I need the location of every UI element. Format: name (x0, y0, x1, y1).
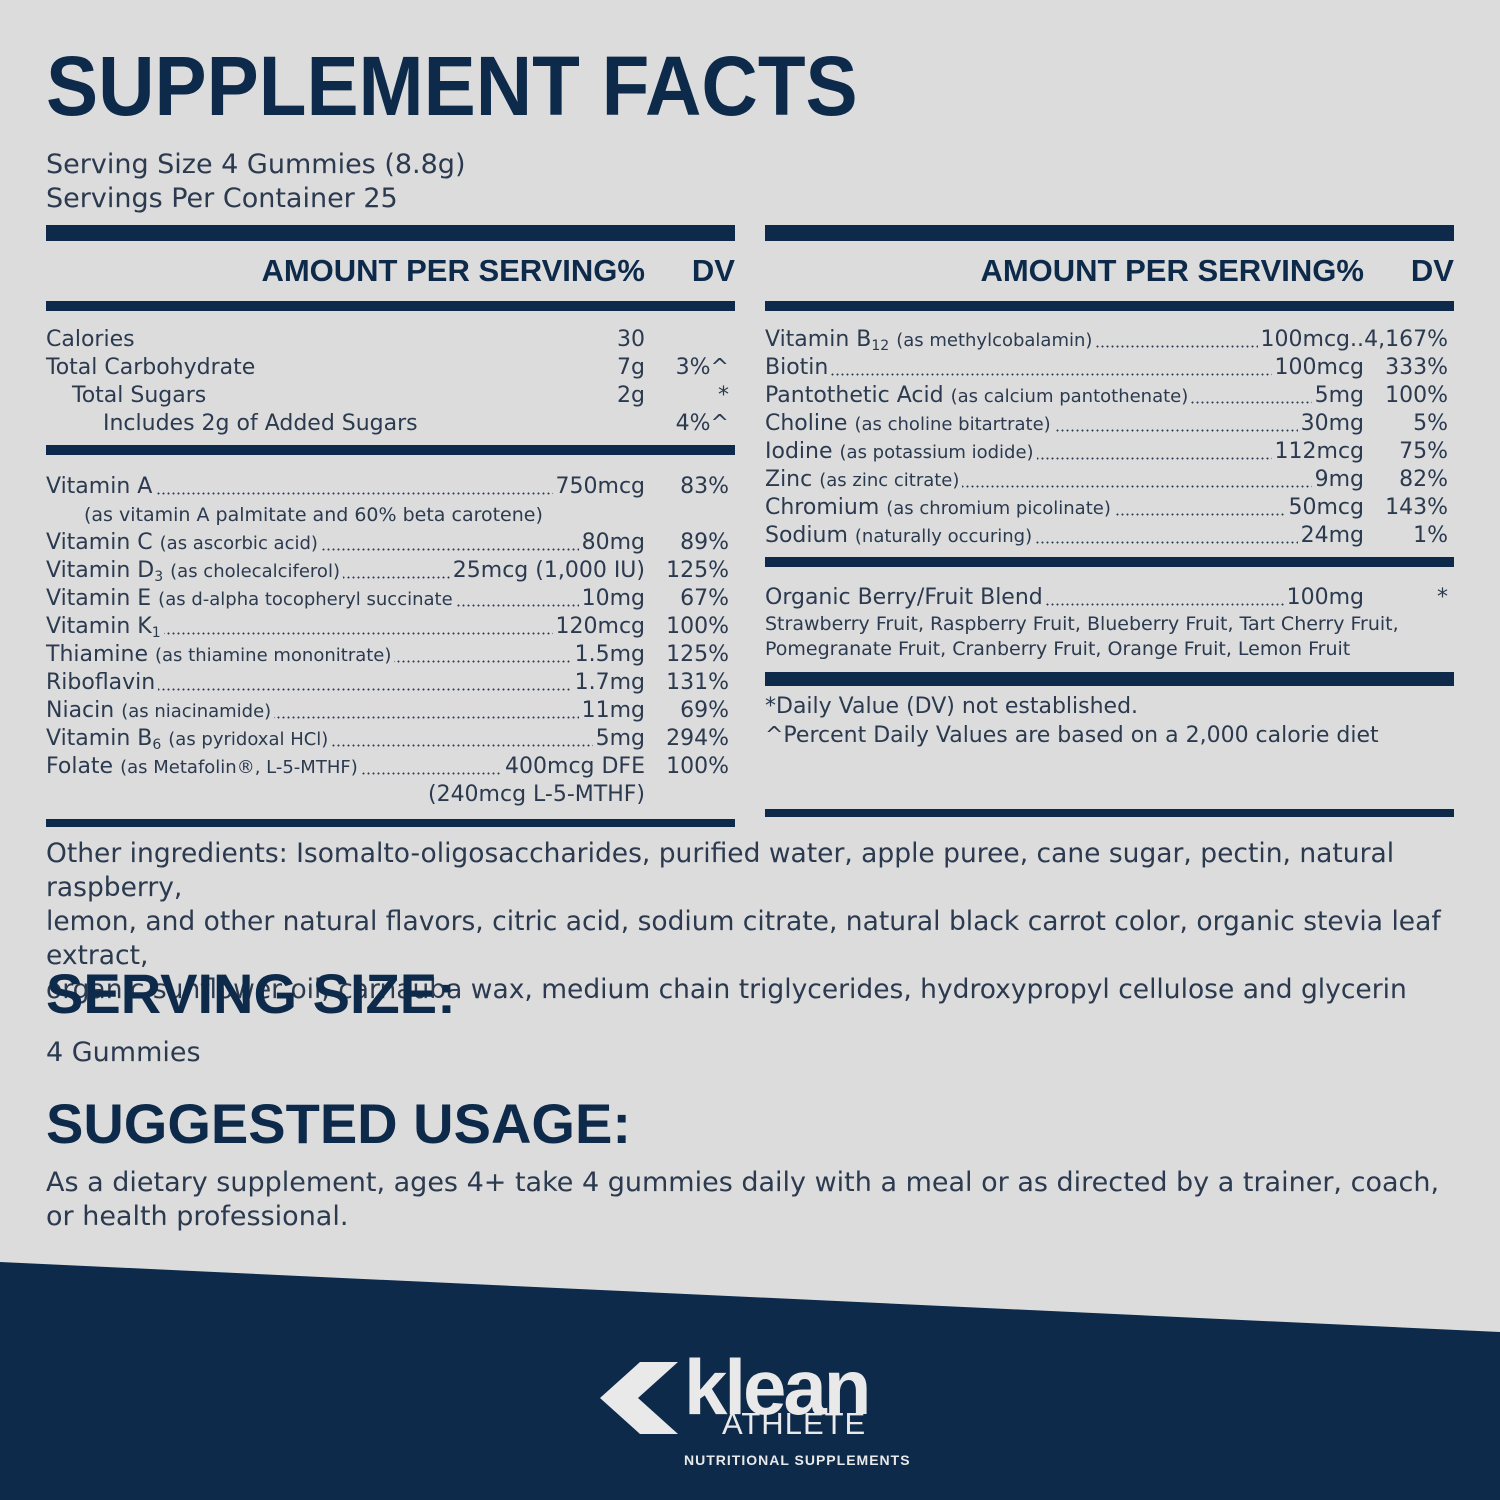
nutrient-row: Vitamin C (as ascorbic acid) 80mg 89% (46, 529, 735, 558)
column-header: AMOUNT PER SERVING% DV (46, 241, 735, 301)
divider (765, 809, 1454, 817)
serving-size-value: 4 Gummies (46, 1037, 201, 1068)
right-items-block: Vitamin B12 (as methylcobalamin) 100mcg..… (765, 311, 1454, 557)
divider (765, 301, 1454, 311)
footnotes: *Daily Value (DV) not established. ^Perc… (765, 694, 1379, 748)
nutrient-row: Sodium (naturally occuring) 24mg 1% (765, 522, 1454, 551)
nutrient-row: Vitamin K1 120mcg 100% (46, 613, 735, 647)
divider (46, 445, 735, 455)
facts-panel-right: AMOUNT PER SERVING% DV Vitamin B12 (as m… (765, 225, 1454, 750)
usage-text: As a dietary supplement, ages 4+ take 4 … (46, 1167, 1440, 1232)
nutrient-row: Calories 30 (46, 326, 645, 354)
nutrient-row: Vitamin D3 (as cholecalciferol) 25mcg (1,… (46, 557, 735, 591)
nutrient-row: Zinc (as zinc citrate) 9mg 82% (765, 466, 1454, 495)
nutrient-row: (240mcg L-5-MTHF) (46, 781, 735, 809)
nutrient-row: Vitamin B12 (as methylcobalamin) 100mcg..… (765, 326, 1454, 360)
chevron-logo-icon (600, 1362, 678, 1434)
nutrient-row: Biotin 100mcg 333% (765, 354, 1448, 382)
nutrient-row: Vitamin B6 (as pyridoxal HCl) 5mg 294% (46, 725, 735, 759)
brand-logo: klean ATHLETE NUTRITIONAL SUPPLEMENTS (588, 1343, 918, 1472)
divider (46, 225, 735, 241)
divider (765, 557, 1454, 567)
divider (46, 819, 735, 827)
brand-word: klean (684, 1343, 871, 1431)
nutrient-row: Vitamin A 750mcg 83% (46, 473, 729, 501)
dv-header: DV (1410, 253, 1454, 288)
nutrient-row: Iodine (as potassium iodide) 112mcg 75% (765, 438, 1454, 467)
nutrient-note: (as vitamin A palmitate and 60% beta car… (84, 504, 543, 526)
serving-size-heading: SERVING SIZE: (46, 962, 456, 1025)
nutrient-row: Folate (as Metafolin®, L-5-MTHF) 400mcg D… (46, 753, 735, 782)
servings-per-container-line: Servings Per Container 25 (46, 183, 398, 214)
blend-block: Organic Berry/Fruit Blend 100mg * Strawb… (765, 567, 1454, 672)
blend-ingredients: Strawberry Fruit, Raspberry Fruit, Blueb… (765, 613, 1399, 660)
serving-size-line: Serving Size 4 Gummies (8.8g) (46, 149, 466, 180)
nutrient-row: Thiamine (as thiamine mononitrate) 1.5mg 1… (46, 641, 735, 670)
amount-header: AMOUNT PER SERVING% (980, 253, 1364, 288)
nutrient-row: Choline (as choline bitartrate) 30mg 5% (765, 410, 1454, 439)
brand-tagline: NUTRITIONAL SUPPLEMENTS (684, 1452, 911, 1468)
usage-heading: SUGGESTED USAGE: (46, 1092, 631, 1155)
nutrient-row: Includes 2g of Added Sugars 4%^ (103, 410, 729, 438)
divider (765, 225, 1454, 241)
divider (765, 672, 1454, 686)
blend-row: Organic Berry/Fruit Blend 100mg * (765, 584, 1448, 612)
facts-panel-left: AMOUNT PER SERVING% DV Calories 30 Total… (46, 225, 735, 827)
nutrient-row: Pantothetic Acid (as calcium pantothenat… (765, 382, 1454, 411)
nutrient-row: Total Sugars 2g * (72, 382, 729, 410)
macros-block: Calories 30 Total Carbohydrate 7g 3%^ To… (46, 311, 735, 445)
nutrient-row: Total Carbohydrate 7g 3%^ (46, 354, 729, 382)
nutrient-row: Riboflavin 1.7mg 131% (46, 669, 729, 697)
other-ingredients: Other ingredients: Isomalto-oligosacchar… (46, 838, 1441, 1005)
vitamins-block: Vitamin A 750mcg 83% (as vitamin A palmi… (46, 455, 735, 819)
brand-sub: ATHLETE (722, 1406, 867, 1441)
nutrient-row: Niacin (as niacinamide) 11mg 69% (46, 697, 735, 726)
dv-header: DV (691, 253, 735, 288)
nutrient-row: Chromium (as chromium picolinate) 50mcg 14… (765, 494, 1454, 523)
amount-header: AMOUNT PER SERVING% (261, 253, 645, 288)
column-header: AMOUNT PER SERVING% DV (765, 241, 1454, 301)
nutrient-row: Vitamin E (as d-alpha tocopheryl succina… (46, 585, 735, 614)
page-title: SUPPLEMENT FACTS (46, 39, 858, 133)
divider (46, 301, 735, 311)
